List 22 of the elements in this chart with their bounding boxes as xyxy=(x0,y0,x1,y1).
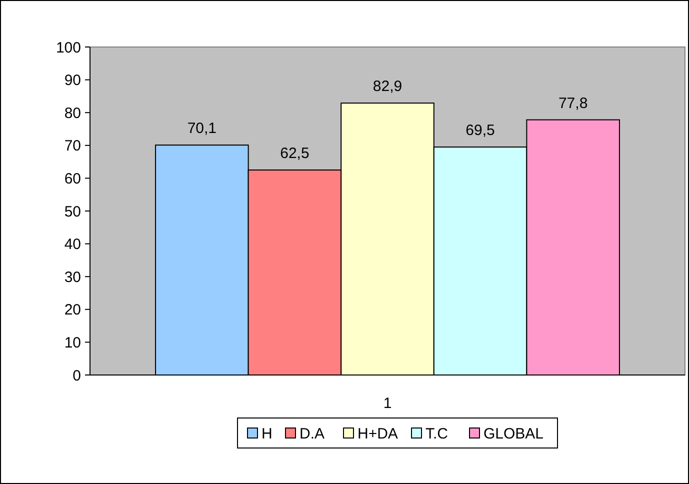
y-tick-label: 70 xyxy=(64,138,81,155)
y-tick-label: 20 xyxy=(64,302,81,319)
x-tick-label: 1 xyxy=(383,395,392,412)
legend-label: GLOBAL xyxy=(484,425,544,442)
y-tick-label: 80 xyxy=(64,104,81,122)
data-label: 77,8 xyxy=(558,94,588,112)
y-tick-label: 100 xyxy=(56,39,81,56)
data-label: 69,5 xyxy=(466,122,495,140)
data-label: 82,9 xyxy=(372,78,402,96)
data-label: 70,1 xyxy=(187,120,217,138)
y-tick-label: 40 xyxy=(64,236,81,254)
data-label: 62,5 xyxy=(280,145,310,162)
legend-label: D.A xyxy=(300,425,325,442)
legend-label: T.C xyxy=(426,425,448,442)
y-tick-label: 0 xyxy=(72,367,81,384)
y-tick-label: 10 xyxy=(64,334,81,352)
y-tick-label: 50 xyxy=(64,203,81,220)
y-tick-label: 60 xyxy=(64,170,81,188)
legend-label: H xyxy=(262,425,272,442)
y-tick-label: 30 xyxy=(64,268,81,286)
y-tick-label: 90 xyxy=(64,72,81,90)
legend-label: H+DA xyxy=(358,425,398,442)
